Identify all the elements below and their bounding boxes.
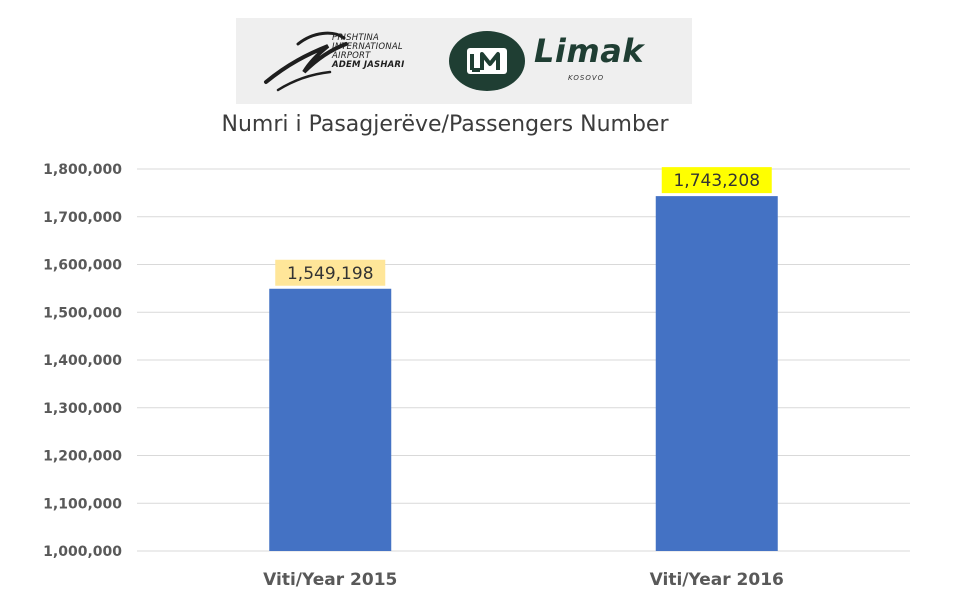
airport-name-line2: INTERNATIONAL bbox=[332, 42, 403, 52]
y-tick-label: 1,400,000 bbox=[43, 353, 122, 369]
limak-emblem-icon bbox=[449, 31, 525, 91]
company-region: KOSOVO bbox=[568, 74, 605, 82]
bar bbox=[269, 288, 392, 551]
logo-banner: PRISHTINA INTERNATIONAL AIRPORT ADEM JAS… bbox=[236, 18, 692, 104]
airport-logo-icon bbox=[264, 31, 348, 92]
y-tick-label: 1,000,000 bbox=[43, 544, 122, 560]
y-tick-label: 1,300,000 bbox=[43, 401, 122, 417]
y-tick-label: 1,100,000 bbox=[43, 496, 122, 512]
x-tick-label: Viti/Year 2016 bbox=[650, 570, 784, 590]
airport-name-line3: AIRPORT bbox=[332, 51, 371, 61]
y-tick-label: 1,700,000 bbox=[43, 210, 122, 226]
y-tick-label: 1,200,000 bbox=[43, 449, 122, 465]
y-tick-label: 1,800,000 bbox=[43, 162, 122, 178]
data-label-background bbox=[275, 259, 386, 286]
data-label-background bbox=[661, 167, 772, 194]
y-tick-label: 1,500,000 bbox=[43, 305, 122, 321]
bar bbox=[655, 196, 778, 552]
data-label: 1,743,208 bbox=[673, 171, 760, 191]
company-name: Limak bbox=[534, 32, 645, 70]
data-label: 1,549,198 bbox=[287, 264, 374, 284]
airport-name: PRISHTINA INTERNATIONAL AIRPORT ADEM JAS… bbox=[332, 34, 405, 70]
airport-name-line4: ADEM JASHARI bbox=[332, 60, 405, 70]
chart-title: Numri i Pasagjerëve/Passengers Number bbox=[221, 112, 669, 137]
x-tick-label: Viti/Year 2015 bbox=[263, 570, 397, 590]
airport-name-line1: PRISHTINA bbox=[332, 33, 379, 43]
y-tick-label: 1,600,000 bbox=[43, 258, 122, 274]
